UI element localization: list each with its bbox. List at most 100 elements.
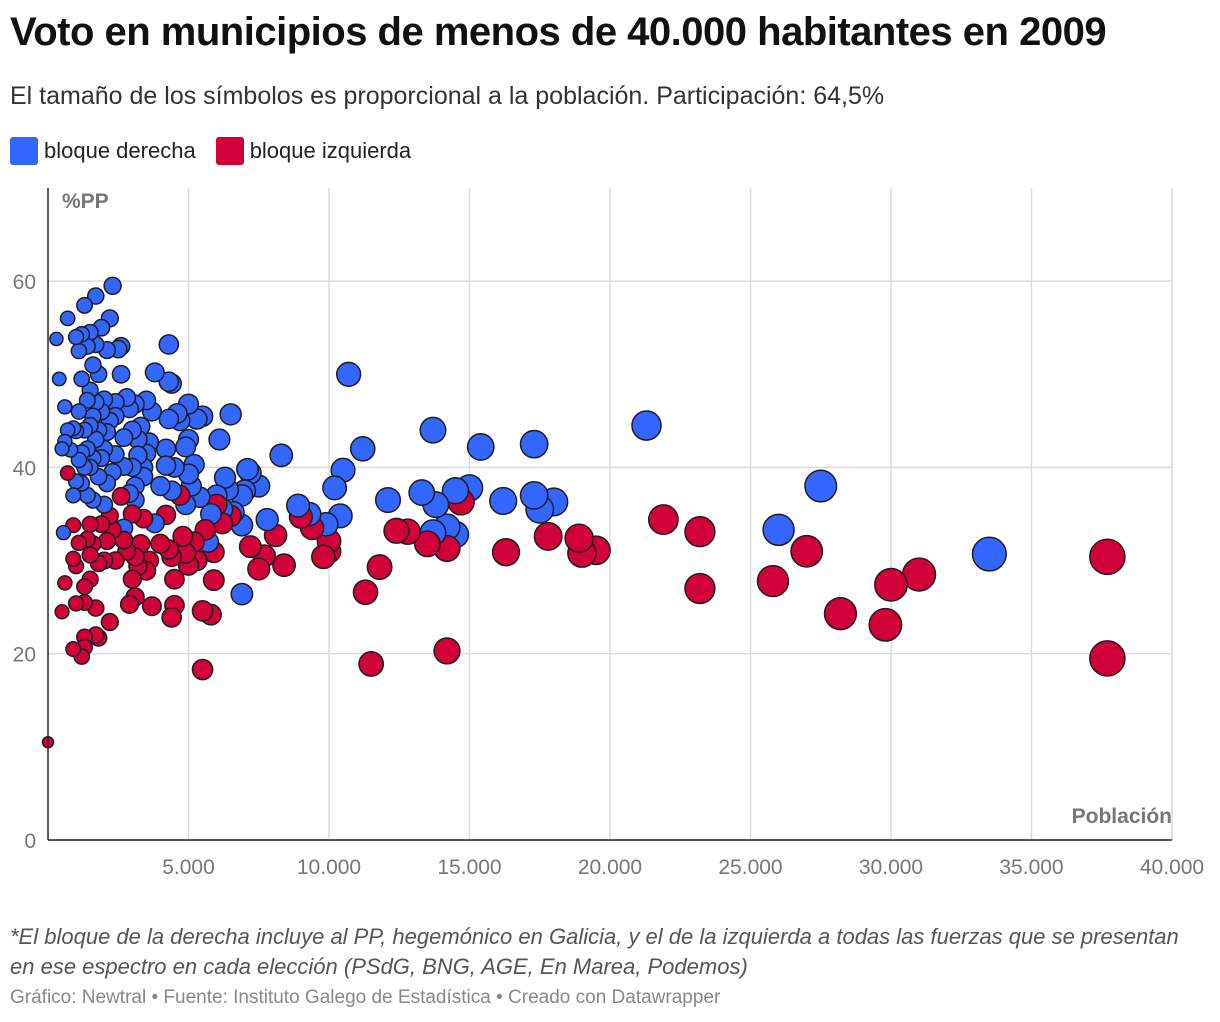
point-izquierda — [823, 597, 858, 631]
point-derecha — [519, 480, 549, 510]
point-derecha — [489, 486, 518, 516]
point-izquierda — [247, 557, 271, 581]
point-derecha — [349, 435, 376, 462]
point-izquierda — [70, 534, 88, 552]
point-derecha — [322, 475, 348, 501]
point-izquierda — [684, 572, 716, 605]
point-izquierda — [100, 612, 119, 632]
point-izquierda — [491, 538, 521, 567]
credits: Gráfico: Newtral • Fuente: Instituto Gal… — [10, 987, 721, 1008]
point-derecha — [255, 507, 279, 532]
point-izquierda — [119, 594, 140, 614]
point-izquierda — [81, 546, 99, 564]
point-izquierda — [366, 554, 393, 581]
point-izquierda — [413, 530, 441, 558]
point-derecha — [155, 455, 177, 476]
point-derecha — [55, 524, 72, 541]
point-derecha — [70, 403, 88, 420]
point-izquierda — [238, 535, 262, 559]
axes: %PP Población — [47, 188, 1172, 841]
point-derecha — [59, 310, 76, 327]
point-izquierda — [191, 658, 214, 681]
point-derecha — [519, 429, 549, 459]
point-derecha — [67, 328, 85, 346]
point-izquierda — [790, 534, 824, 568]
point-derecha — [419, 416, 447, 444]
point-derecha — [213, 466, 237, 489]
point-izquierda — [358, 651, 385, 677]
point-derecha — [144, 362, 165, 383]
legend-swatch-derecha — [10, 137, 38, 165]
point-derecha — [236, 457, 259, 481]
point-derecha — [971, 536, 1007, 572]
point-izquierda — [111, 486, 131, 506]
point-derecha — [158, 408, 180, 430]
point-izquierda — [564, 523, 594, 553]
point-derecha — [114, 428, 134, 448]
point-izquierda — [172, 525, 194, 547]
point-izquierda — [57, 575, 73, 591]
x-tick-label: 35.000 — [999, 856, 1063, 879]
point-izquierda — [122, 569, 142, 589]
x-tick-label: 40.000 — [1140, 856, 1204, 879]
point-izquierda — [59, 465, 76, 481]
chart-title: Voto en municipios de menos de 40.000 ha… — [10, 10, 1107, 54]
point-izquierda — [352, 579, 379, 606]
x-tick-label: 10.000 — [297, 856, 361, 879]
point-derecha — [54, 441, 70, 457]
y-tick-label: 40 — [13, 457, 36, 480]
y-tick-label: 20 — [13, 644, 36, 667]
point-derecha — [762, 513, 795, 547]
y-tick-label: 60 — [13, 271, 36, 294]
point-derecha — [441, 476, 470, 505]
point-derecha — [70, 342, 88, 360]
point-derecha — [219, 403, 242, 426]
point-izquierda — [272, 553, 296, 578]
point-izquierda — [81, 515, 99, 533]
point-derecha — [86, 287, 105, 305]
point-izquierda — [647, 504, 679, 536]
tick-labels: 0 20 40 60 5.000 10.000 15.000 20.000 25.000 30.0… — [13, 271, 1204, 879]
point-derecha — [631, 410, 662, 441]
legend-label-izquierda: bloque izquierda — [249, 138, 412, 163]
point-izquierda — [756, 564, 790, 598]
point-derecha — [336, 361, 362, 387]
point-derecha — [65, 487, 82, 504]
point-izquierda — [65, 550, 82, 567]
footnote: *El bloque de la derecha incluye al PP, … — [10, 924, 1179, 979]
point-derecha — [466, 432, 495, 461]
legend-item-derecha: bloque derecha — [10, 137, 196, 165]
point-izquierda — [1089, 538, 1126, 576]
point-derecha — [103, 276, 122, 296]
point-derecha — [84, 356, 102, 374]
point-izquierda — [191, 600, 214, 622]
y-axis-label: %PP — [62, 190, 109, 213]
point-derecha — [51, 371, 67, 387]
point-izquierda — [433, 637, 461, 665]
point-izquierda — [202, 569, 225, 592]
point-derecha — [111, 364, 131, 384]
point-izquierda — [122, 504, 142, 524]
point-derecha — [175, 436, 197, 458]
point-izquierda — [684, 516, 716, 548]
point-derecha — [208, 428, 231, 451]
point-derecha — [158, 371, 180, 393]
point-izquierda — [383, 517, 410, 544]
point-derecha — [804, 469, 838, 503]
scatter-chart: %PP Población 0 20 40 60 5.000 10.000 15.000 20… — [13, 188, 1204, 879]
point-izquierda — [310, 544, 336, 570]
x-tick-label: 15.000 — [437, 856, 501, 879]
point-izquierda — [150, 533, 171, 554]
x-axis-label: Población — [1072, 805, 1172, 828]
point-izquierda — [76, 578, 94, 596]
point-izquierda — [67, 595, 85, 612]
y-tick-label: 0 — [24, 830, 36, 853]
point-derecha — [78, 391, 96, 409]
point-derecha — [285, 493, 311, 518]
point-izquierda — [161, 607, 182, 628]
point-derecha — [158, 334, 180, 355]
legend-item-izquierda: bloque izquierda — [215, 137, 412, 165]
point-izquierda — [141, 596, 162, 617]
point-izquierda — [868, 607, 903, 642]
data-points — [41, 276, 1126, 749]
